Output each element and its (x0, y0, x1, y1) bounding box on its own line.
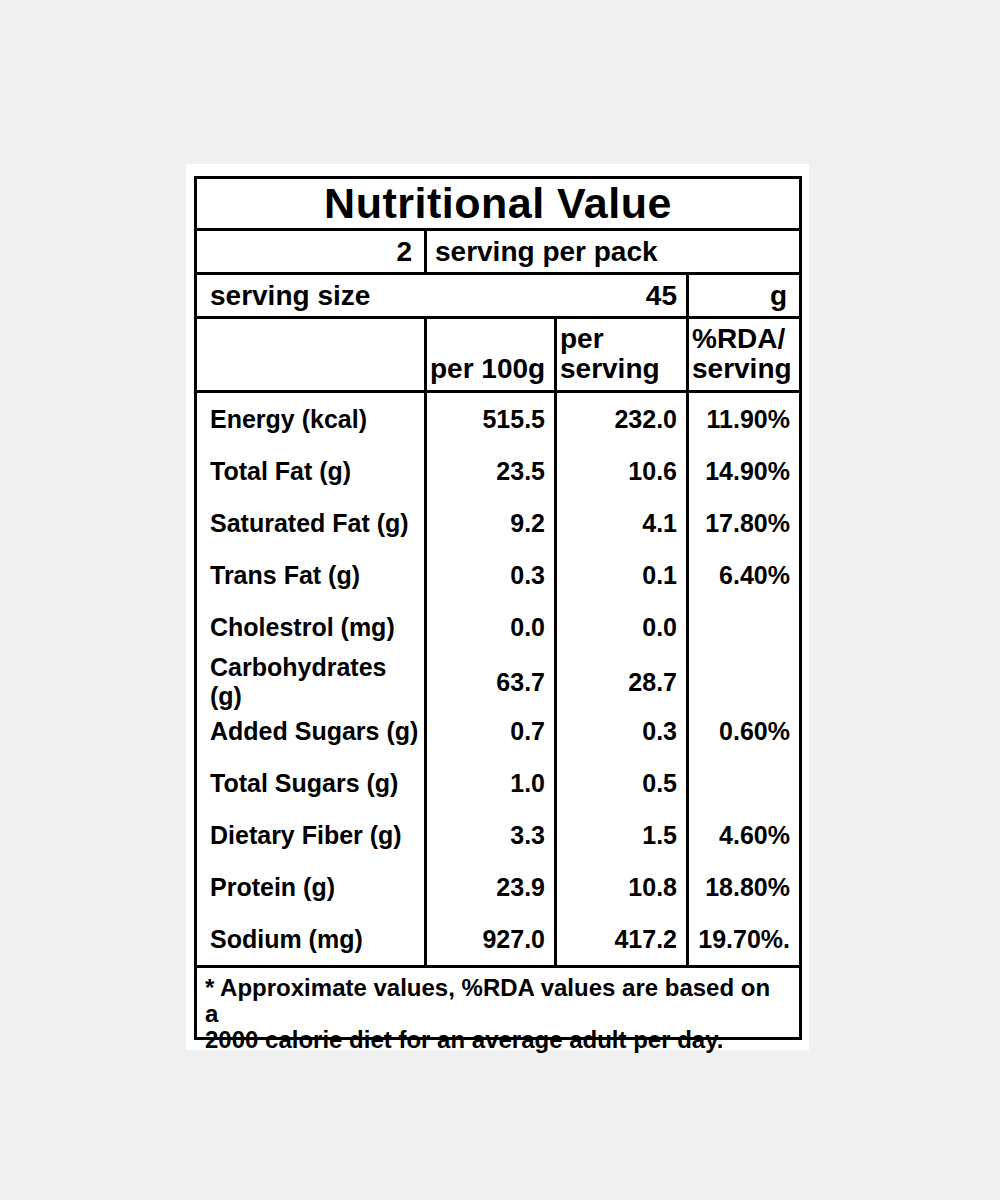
servings-per-pack-count: 2 (197, 231, 424, 272)
column-header-nutrient-empty (197, 319, 424, 390)
table-row: Total Fat (g) 23.5 10.6 14.90% (197, 445, 799, 497)
nutrient-name: Dietary Fiber (g) (197, 809, 424, 861)
per-serving-line1: per (560, 324, 660, 354)
serving-size-row: serving size 45 g (197, 275, 799, 319)
column-header-per-100g-text: per 100g (430, 354, 545, 384)
value-per-100g: 927.0 (424, 913, 554, 965)
serving-size-label: serving size (210, 280, 370, 312)
value-per-serving: 232.0 (554, 393, 686, 445)
table-row: Sodium (mg) 927.0 417.2 19.70%. (197, 913, 799, 965)
value-per-serving: 0.3 (554, 705, 686, 757)
footnote-line2: 2000 calorie diet for an average adult p… (205, 1027, 789, 1053)
table-row: Trans Fat (g) 0.3 0.1 6.40% (197, 549, 799, 601)
value-per-100g: 0.0 (424, 601, 554, 653)
value-rda: 4.60% (686, 809, 799, 861)
value-per-serving: 1.5 (554, 809, 686, 861)
value-per-serving: 417.2 (554, 913, 686, 965)
table-row: Carbohydrates (g) 63.7 28.7 (197, 653, 799, 705)
value-rda (686, 757, 799, 809)
column-header-rda-text: %RDA/ serving (692, 324, 792, 384)
table-row: Saturated Fat (g) 9.2 4.1 17.80% (197, 497, 799, 549)
footnote: * Approximate values, %RDA values are ba… (197, 965, 799, 1053)
column-header-rda: %RDA/ serving (686, 319, 799, 390)
value-rda: 19.70%. (686, 913, 799, 965)
nutrient-name: Carbohydrates (g) (197, 653, 424, 711)
label-sheet: Nutritional Value 2 serving per pack ser… (186, 164, 809, 1050)
value-per-100g: 0.3 (424, 549, 554, 601)
nutrient-name: Sodium (mg) (197, 913, 424, 965)
label-title: Nutritional Value (197, 179, 799, 231)
column-header-per-100g: per 100g (424, 319, 554, 390)
value-rda (686, 601, 799, 653)
value-per-serving: 0.1 (554, 549, 686, 601)
value-rda (686, 653, 799, 711)
nutrient-name: Energy (kcal) (197, 393, 424, 445)
rda-line2: serving (692, 354, 792, 384)
serving-size-unit: g (686, 275, 799, 316)
footnote-line1: * Approximate values, %RDA values are ba… (205, 975, 789, 1027)
value-per-serving: 10.8 (554, 861, 686, 913)
column-header-per-serving: per serving (554, 319, 686, 390)
nutrient-name: Total Fat (g) (197, 445, 424, 497)
nutrient-name: Cholestrol (mg) (197, 601, 424, 653)
nutrient-name: Added Sugars (g) (197, 705, 424, 757)
table-row: Protein (g) 23.9 10.8 18.80% (197, 861, 799, 913)
value-per-100g: 0.7 (424, 705, 554, 757)
value-per-100g: 3.3 (424, 809, 554, 861)
nutrient-name: Saturated Fat (g) (197, 497, 424, 549)
value-rda: 18.80% (686, 861, 799, 913)
nutrition-label: Nutritional Value 2 serving per pack ser… (194, 176, 802, 1040)
table-row: Energy (kcal) 515.5 232.0 11.90% (197, 393, 799, 445)
value-per-100g: 23.5 (424, 445, 554, 497)
value-rda: 17.80% (686, 497, 799, 549)
table-row: Added Sugars (g) 0.7 0.3 0.60% (197, 705, 799, 757)
nutrient-name: Protein (g) (197, 861, 424, 913)
nutrient-name: Trans Fat (g) (197, 549, 424, 601)
value-per-100g: 515.5 (424, 393, 554, 445)
table-row: Dietary Fiber (g) 3.3 1.5 4.60% (197, 809, 799, 861)
column-header-per-serving-text: per serving (560, 324, 660, 384)
value-per-serving: 0.0 (554, 601, 686, 653)
value-rda: 14.90% (686, 445, 799, 497)
value-per-100g: 1.0 (424, 757, 554, 809)
value-per-serving: 28.7 (554, 653, 686, 711)
rda-line1: %RDA/ (692, 324, 792, 354)
value-rda: 11.90% (686, 393, 799, 445)
servings-per-pack-label: serving per pack (424, 231, 799, 272)
page-background: { "colors": { "page_background": "#f0f0f… (0, 0, 1000, 1200)
nutrient-name: Total Sugars (g) (197, 757, 424, 809)
value-per-serving: 4.1 (554, 497, 686, 549)
serving-size-value: 45 (646, 280, 677, 312)
table-row: Total Sugars (g) 1.0 0.5 (197, 757, 799, 809)
value-per-serving: 10.6 (554, 445, 686, 497)
value-rda: 6.40% (686, 549, 799, 601)
servings-per-pack-row: 2 serving per pack (197, 231, 799, 275)
column-header-row: per 100g per serving %RDA/ serving (197, 319, 799, 393)
value-per-100g: 63.7 (424, 653, 554, 711)
value-rda: 0.60% (686, 705, 799, 757)
per-serving-line2: serving (560, 354, 660, 384)
table-row: Cholestrol (mg) 0.0 0.0 (197, 601, 799, 653)
value-per-serving: 0.5 (554, 757, 686, 809)
nutrition-rows: Energy (kcal) 515.5 232.0 11.90% Total F… (197, 393, 799, 965)
value-per-100g: 9.2 (424, 497, 554, 549)
value-per-100g: 23.9 (424, 861, 554, 913)
serving-size-main: serving size 45 (197, 275, 686, 316)
